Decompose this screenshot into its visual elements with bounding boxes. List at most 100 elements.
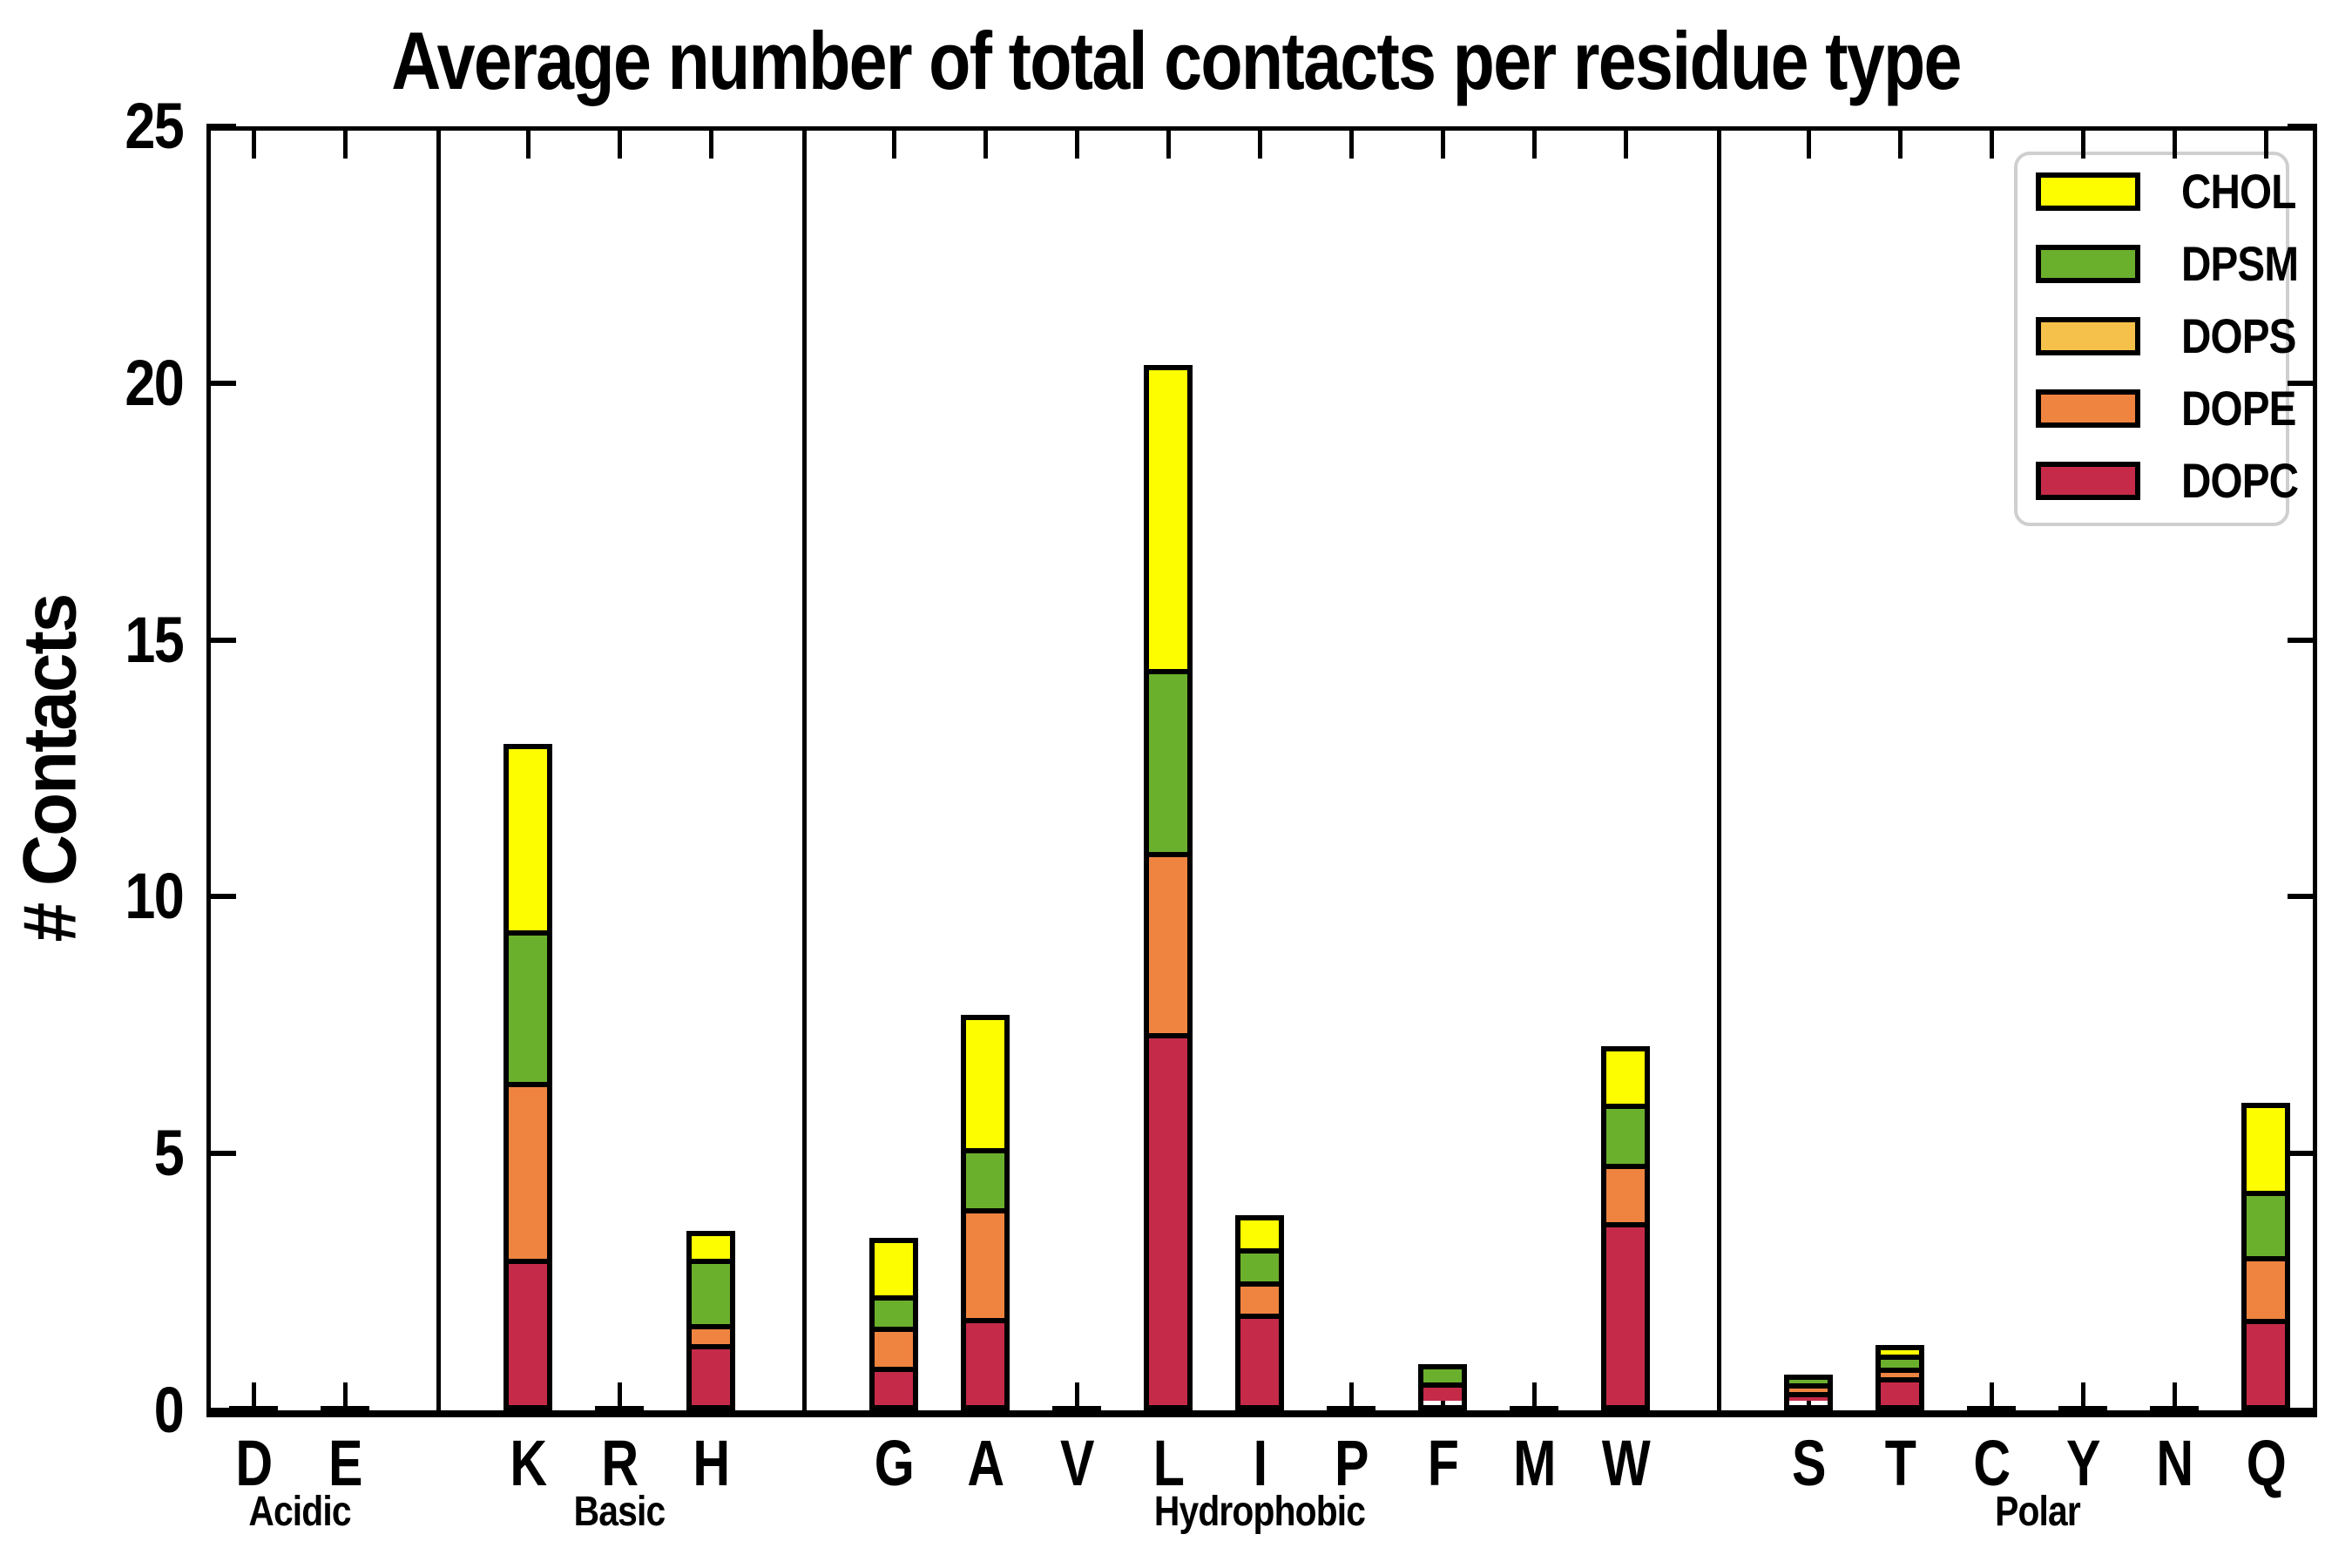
segment-A-DOPE — [966, 1207, 1004, 1318]
x-tick-top — [2081, 131, 2085, 159]
group-label: Polar — [1994, 1489, 2081, 1535]
segment-H-DOPE — [692, 1324, 730, 1344]
x-category-label: T — [1884, 1427, 1916, 1499]
y-tick-left — [206, 380, 236, 386]
y-tick-right — [2288, 1408, 2317, 1413]
x-category-label: A — [967, 1427, 1004, 1499]
legend: CHOL DPSM DOPS DOPE DOPC — [2014, 152, 2299, 526]
segment-L-DOPC — [1149, 1032, 1187, 1405]
x-tick-top — [2173, 131, 2177, 159]
x-category-label: G — [874, 1427, 915, 1499]
segment-Q-DOPE — [2247, 1256, 2285, 1320]
segment-I-DOPE — [1240, 1281, 1279, 1315]
segment-K-DOPC — [509, 1259, 547, 1405]
x-category-label: I — [1253, 1427, 1267, 1499]
segment-S-DOPC — [1789, 1392, 1828, 1401]
chart-title: Average number of total contacts per res… — [391, 15, 1962, 106]
y-tick-label: 10 — [125, 860, 184, 933]
x-tick-top — [709, 131, 713, 159]
x-category-label: C — [1973, 1427, 2011, 1499]
bar-G — [869, 1238, 918, 1410]
bar-D — [229, 1406, 278, 1410]
bar-W — [1601, 1045, 1650, 1410]
segment-W-DOPC — [1606, 1222, 1645, 1405]
x-category-label: Q — [2246, 1427, 2287, 1499]
segment-Q-DPSM — [2247, 1191, 2285, 1257]
y-tick-label: 0 — [153, 1374, 185, 1446]
segment-K-DPSM — [509, 930, 547, 1083]
bar-E — [321, 1406, 369, 1410]
y-tick-label: 25 — [125, 90, 184, 162]
x-category-label: F — [1427, 1427, 1459, 1499]
legend-swatch-DOPC — [2036, 462, 2140, 500]
x-category-label: S — [1792, 1427, 1826, 1499]
group-label: Basic — [573, 1489, 666, 1535]
axis-bottom-spine — [206, 1410, 2317, 1417]
axis-top-spine — [206, 126, 2317, 131]
y-tick-label: 20 — [125, 346, 184, 419]
y-tick-right — [2288, 894, 2317, 900]
x-tick-bottom — [618, 1382, 622, 1410]
segment-F-DOPC — [1423, 1382, 1462, 1401]
bar-V — [1052, 1406, 1101, 1410]
bar-T — [1876, 1345, 1924, 1410]
bar-K — [504, 743, 552, 1410]
legend-row-DOPC: DOPC — [2017, 456, 2299, 505]
x-category-label: M — [1513, 1427, 1556, 1499]
segment-Q-DOPC — [2247, 1319, 2285, 1405]
x-tick-top — [2264, 131, 2268, 159]
segment-T-DPSM — [1881, 1355, 1919, 1369]
y-tick-left — [206, 1151, 236, 1157]
legend-row-CHOL: CHOL — [2017, 167, 2296, 216]
x-tick-top — [1624, 131, 1628, 159]
segment-S-DPSM — [1789, 1380, 1828, 1384]
x-tick-bottom — [2081, 1382, 2085, 1410]
x-category-label: W — [1601, 1427, 1651, 1499]
legend-row-DOPE: DOPE — [2017, 384, 2296, 433]
segment-H-CHOL — [692, 1236, 730, 1259]
segment-K-DOPE — [509, 1082, 547, 1260]
legend-label: DPSM — [2181, 236, 2299, 291]
y-tick-left — [206, 894, 236, 900]
x-tick-top — [892, 131, 896, 159]
y-tick-right — [2288, 637, 2317, 643]
x-category-label: V — [1060, 1427, 1094, 1499]
x-tick-top — [1349, 131, 1354, 159]
legend-swatch-DOPS — [2036, 317, 2140, 355]
bar-M — [1510, 1406, 1558, 1410]
x-category-label: L — [1152, 1427, 1185, 1499]
x-tick-bottom — [1532, 1382, 1537, 1410]
segment-G-DOPC — [875, 1366, 913, 1405]
segment-W-DOPE — [1606, 1164, 1645, 1223]
legend-row-DOPS: DOPS — [2017, 312, 2296, 361]
x-tick-top — [1898, 131, 1903, 159]
legend-label: DOPE — [2181, 381, 2296, 436]
x-tick-bottom — [343, 1382, 348, 1410]
segment-A-DOPC — [966, 1317, 1004, 1405]
y-tick-right — [2288, 380, 2317, 386]
segment-Q-CHOL — [2247, 1107, 2285, 1192]
x-tick-top — [252, 131, 256, 159]
segment-S-DOPE — [1789, 1383, 1828, 1393]
segment-T-DOPC — [1881, 1377, 1919, 1405]
bar-R — [595, 1406, 644, 1410]
legend-swatch-DPSM — [2036, 245, 2140, 283]
group-divider — [436, 126, 441, 1410]
segment-G-DOPE — [875, 1327, 913, 1367]
x-tick-bottom — [252, 1382, 256, 1410]
x-category-label: D — [235, 1427, 273, 1499]
y-tick-right — [2288, 124, 2317, 129]
x-tick-top — [1166, 131, 1171, 159]
segment-H-DOPC — [692, 1343, 730, 1405]
x-category-label: Y — [2066, 1427, 2100, 1499]
axis-left-spine — [206, 126, 211, 1417]
x-tick-bottom — [1075, 1382, 1079, 1410]
y-tick-right — [2288, 1151, 2317, 1157]
bar-C — [1967, 1406, 2016, 1410]
legend-label: CHOL — [2181, 164, 2296, 219]
legend-swatch-CHOL — [2036, 172, 2140, 211]
bar-N — [2150, 1406, 2199, 1410]
bar-A — [961, 1015, 1010, 1410]
x-category-label: R — [601, 1427, 639, 1499]
